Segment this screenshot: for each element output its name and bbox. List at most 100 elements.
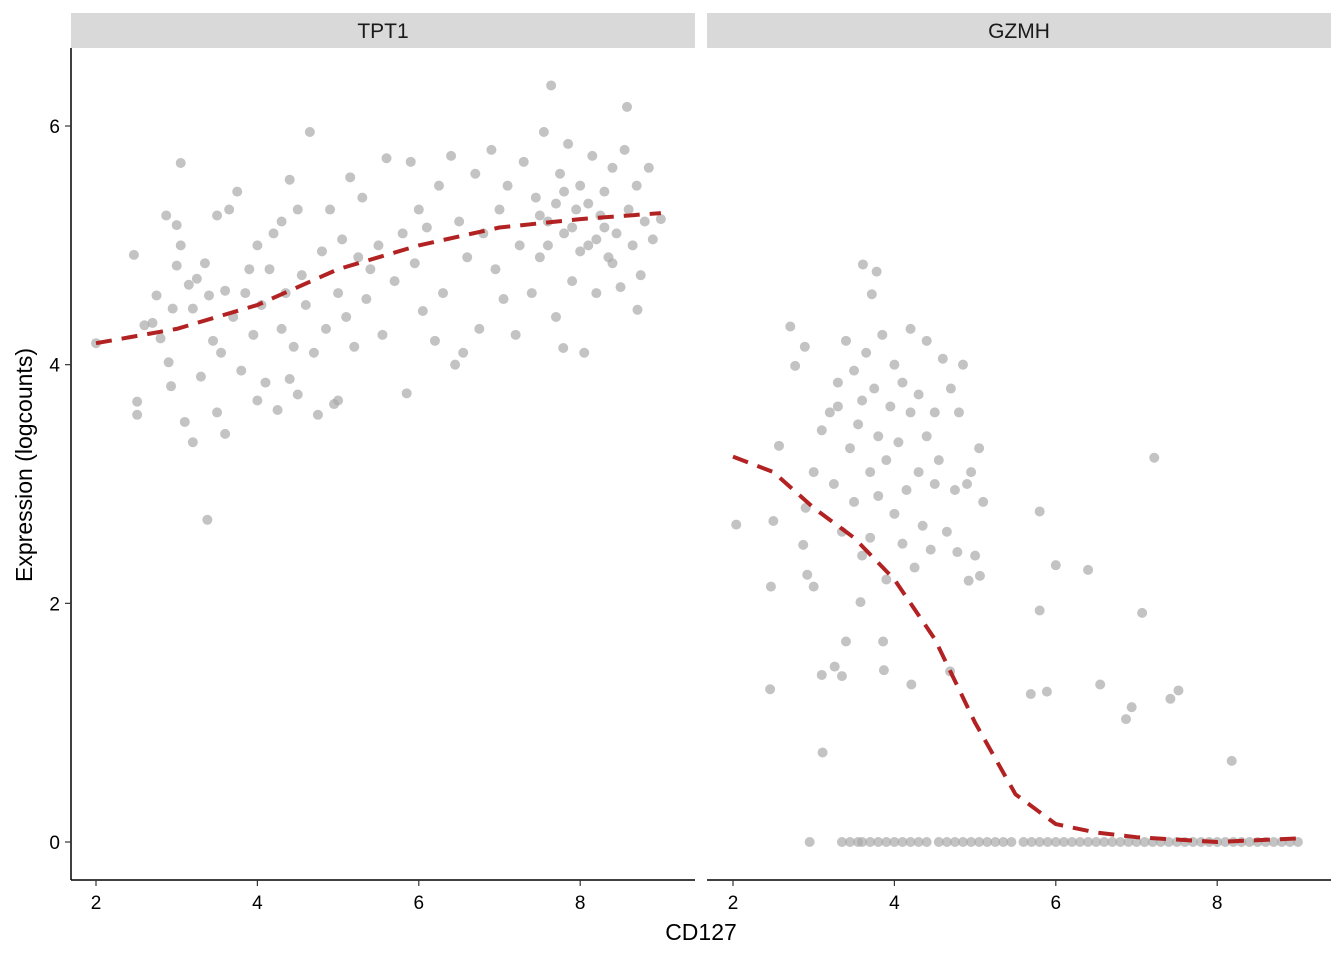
- data-point: [559, 186, 570, 197]
- data-point: [865, 837, 876, 847]
- data-point: [357, 192, 368, 203]
- data-point: [268, 228, 279, 239]
- data-point: [921, 335, 932, 346]
- data-point: [292, 389, 303, 400]
- data-point: [155, 333, 166, 344]
- data-point: [91, 338, 101, 349]
- data-point: [550, 311, 561, 322]
- data-point: [151, 290, 162, 301]
- panel-gzmh: GZMH 2 4 6 8: [707, 13, 1331, 914]
- data-point: [397, 228, 408, 239]
- data-point: [828, 479, 839, 490]
- data-point: [966, 467, 977, 478]
- data-point: [530, 192, 541, 203]
- x-tick-label: 6: [1051, 893, 1062, 914]
- data-point: [865, 532, 876, 543]
- data-point: [978, 496, 989, 507]
- data-point: [632, 304, 643, 315]
- data-point: [470, 168, 481, 179]
- data-point: [365, 264, 376, 275]
- data-point: [361, 294, 372, 305]
- data-point: [401, 388, 412, 399]
- data-point: [494, 204, 505, 215]
- data-point: [599, 222, 610, 233]
- data-point: [498, 294, 509, 305]
- data-point: [1066, 837, 1077, 847]
- data-point: [611, 228, 622, 239]
- data-point: [639, 216, 650, 227]
- data-point: [1099, 837, 1110, 847]
- data-point: [534, 210, 545, 221]
- data-point: [990, 837, 1001, 847]
- data-point: [1115, 837, 1126, 847]
- data-point: [288, 341, 299, 352]
- data-point: [559, 228, 570, 239]
- data-point: [161, 210, 172, 221]
- data-point: [220, 285, 231, 296]
- data-point: [881, 574, 892, 585]
- data-point: [284, 373, 295, 384]
- data-point: [849, 365, 860, 376]
- data-point: [167, 303, 178, 314]
- data-point: [195, 371, 206, 382]
- data-point: [591, 288, 602, 299]
- data-point: [591, 234, 602, 245]
- data-point: [325, 204, 336, 215]
- data-point: [873, 490, 884, 501]
- data-point: [175, 158, 186, 169]
- data-point: [252, 240, 263, 251]
- data-point: [871, 266, 882, 277]
- data-point: [607, 258, 618, 269]
- data-point: [353, 252, 364, 263]
- data-point: [906, 679, 917, 690]
- data-point: [849, 496, 860, 507]
- data-point: [877, 329, 888, 340]
- data-point: [272, 405, 283, 416]
- data-point: [925, 544, 936, 555]
- data-point: [1083, 564, 1094, 575]
- data-point: [563, 138, 574, 149]
- data-point: [224, 204, 235, 215]
- data-point: [502, 180, 513, 191]
- data-point: [421, 222, 432, 233]
- data-point: [579, 347, 590, 358]
- data-point: [816, 669, 827, 680]
- data-point: [550, 198, 561, 209]
- data-point: [619, 144, 630, 155]
- data-point: [333, 288, 344, 299]
- data-point: [853, 419, 864, 430]
- data-point: [567, 222, 578, 233]
- trend-line: [732, 454, 1298, 844]
- data-point: [438, 288, 449, 299]
- data-point: [132, 396, 143, 407]
- data-point: [220, 428, 231, 439]
- data-point: [534, 252, 545, 263]
- data-point: [417, 305, 428, 316]
- data-point: [655, 214, 666, 225]
- data-point: [933, 837, 944, 847]
- data-point: [276, 323, 287, 334]
- data-point: [1226, 755, 1237, 766]
- data-point: [861, 347, 872, 358]
- data-point: [889, 837, 900, 847]
- facet-strip-label: GZMH: [988, 20, 1050, 43]
- data-point: [897, 837, 908, 847]
- trend-line: [95, 211, 662, 346]
- data-point: [840, 335, 851, 346]
- data-point: [212, 210, 223, 221]
- y-tick-label: 0: [49, 833, 60, 854]
- data-point: [292, 204, 303, 215]
- data-point: [974, 570, 985, 581]
- data-point: [514, 240, 525, 251]
- data-point: [937, 353, 948, 364]
- data-point: [139, 320, 150, 331]
- data-point: [953, 407, 964, 418]
- data-point: [901, 484, 912, 495]
- data-point: [1026, 837, 1037, 847]
- data-point: [917, 520, 928, 531]
- data-point: [381, 153, 392, 164]
- data-point: [300, 300, 311, 311]
- data-point: [966, 837, 977, 847]
- data-point: [970, 550, 981, 561]
- data-point: [785, 321, 796, 332]
